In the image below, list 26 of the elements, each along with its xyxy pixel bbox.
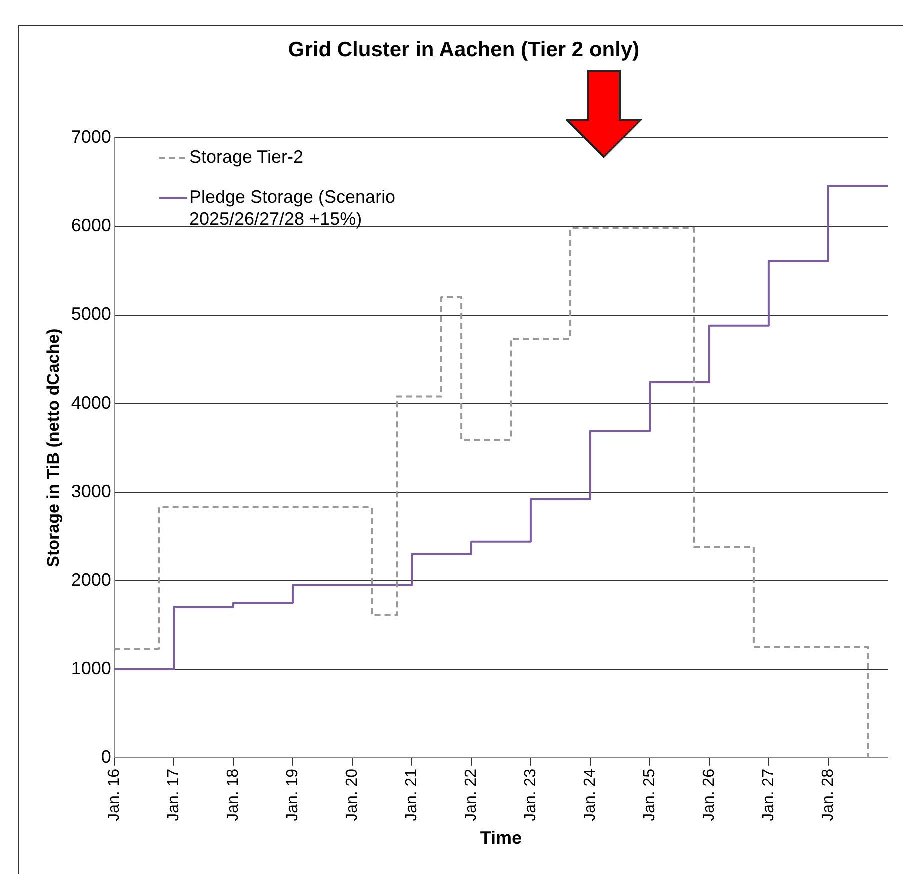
y-tick-label: 5000 <box>71 304 112 324</box>
x-tick-label: Jan. 21 <box>403 768 420 822</box>
legend-label: Storage Tier-2 <box>189 147 304 168</box>
x-tick-label: Jan. 24 <box>582 768 599 822</box>
legend-label: Pledge Storage (Scenario 2025/26/27/28 +15%) <box>189 187 396 230</box>
x-tick-label: Jan. 19 <box>284 768 302 822</box>
y-tick-label: 6000 <box>71 216 112 236</box>
y-tick-label: 1000 <box>71 658 112 678</box>
x-tick-label: Jan. 22 <box>462 768 480 822</box>
x-tick-label: Jan. 27 <box>760 768 778 822</box>
x-tick-label: Jan. 16 <box>106 768 123 822</box>
x-tick-label: Jan. 18 <box>224 768 242 822</box>
y-axis-title: Storage in TiB (netto dCache) <box>44 328 63 568</box>
x-tick-label: Jan. 26 <box>700 768 718 822</box>
x-tick-label: Jan. 25 <box>641 768 658 822</box>
y-tick-label: 0 <box>101 746 112 767</box>
y-tick-label: 3000 <box>71 481 112 502</box>
y-tick-label: 7000 <box>71 127 112 148</box>
x-tick-label: Jan. 17 <box>165 768 182 822</box>
x-axis-title: Time <box>480 828 522 848</box>
x-tick-label: Jan. 20 <box>344 768 361 822</box>
x-tick-label: Jan. 23 <box>522 768 540 822</box>
y-tick-label: 4000 <box>71 392 112 413</box>
y-tick-label: 2000 <box>71 570 112 590</box>
x-tick-label: Jan. 28 <box>820 768 837 822</box>
chart-title: Grid Cluster in Aachen (Tier 2 only) <box>288 38 640 62</box>
